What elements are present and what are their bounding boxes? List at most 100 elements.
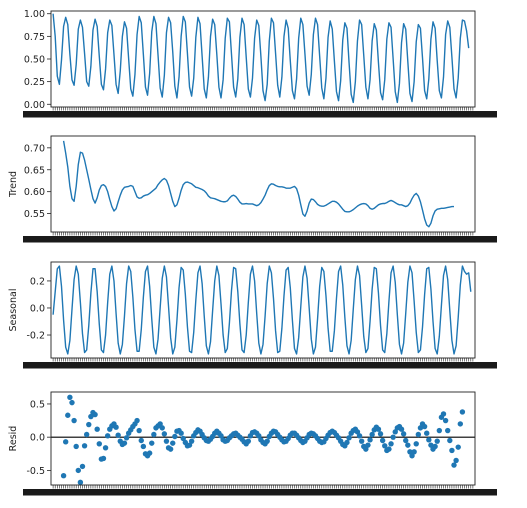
resid-point <box>459 409 466 415</box>
resid-point <box>218 433 224 439</box>
resid-point <box>245 438 252 444</box>
seasonal-xticks <box>52 358 474 362</box>
resid-point <box>390 434 396 440</box>
resid-point <box>121 440 128 446</box>
observed-ytick-label: 0.25 <box>24 77 45 88</box>
resid-point <box>188 438 195 444</box>
resid-point <box>92 411 98 418</box>
resid-point <box>428 442 434 448</box>
resid-point <box>140 443 147 450</box>
resid-point <box>434 438 440 444</box>
resid-point <box>449 447 455 454</box>
resid-point <box>71 417 77 424</box>
resid-point <box>256 433 262 439</box>
trend-axes-frame <box>50 135 476 233</box>
resid-point <box>161 431 168 437</box>
resid-axes-frame <box>50 391 476 486</box>
resid-point <box>445 427 451 434</box>
resid-point <box>367 437 373 443</box>
observed-ytick-label: 0.50 <box>24 55 45 66</box>
resid-point <box>60 473 67 479</box>
resid-point <box>102 445 109 451</box>
resid-point <box>79 463 86 470</box>
resid-point <box>163 438 170 444</box>
resid-point <box>424 430 430 436</box>
resid-point <box>172 433 178 440</box>
resid-point <box>392 429 398 435</box>
resid-point <box>447 437 453 444</box>
resid-point <box>405 442 411 448</box>
observed-panel: 0.00 0.25 0.50 0.75 1.00 <box>23 9 497 118</box>
resid-point <box>83 431 90 438</box>
resid-point <box>363 446 369 452</box>
resid-point <box>151 431 157 438</box>
resid-point <box>457 421 464 427</box>
resid-ytick-label: 0.0 <box>30 433 45 444</box>
resid-point <box>417 425 424 431</box>
resid-point <box>100 455 107 462</box>
resid-point <box>115 432 121 438</box>
resid-point <box>134 417 140 424</box>
resid-point <box>386 446 392 452</box>
trend-ylabel: Trend <box>8 171 19 198</box>
resid-point <box>96 441 102 447</box>
seasonal-axes-frame <box>50 261 476 359</box>
resid-point <box>403 437 409 444</box>
resid-point <box>436 427 443 434</box>
trend-ytick-label: 0.60 <box>24 187 45 198</box>
resid-point <box>178 430 184 436</box>
resid-point <box>453 457 459 464</box>
resid-point <box>75 467 81 474</box>
resid-point <box>413 441 419 447</box>
resid-point <box>73 443 79 450</box>
resid-point <box>88 413 94 420</box>
resid-point <box>62 439 69 445</box>
resid-point <box>375 426 382 432</box>
resid-point <box>432 443 438 450</box>
resid-panel: -0.5 0.0 0.5 Resid <box>8 391 497 496</box>
trend-series-line <box>62 140 455 228</box>
resid-ytick-label: 0.5 <box>30 399 45 410</box>
seasonal-ytick-label: 0.2 <box>30 276 45 287</box>
resid-point <box>159 425 165 431</box>
resid-point <box>426 437 432 443</box>
observed-ytick-label: 0.00 <box>24 100 45 111</box>
resid-point <box>123 435 130 441</box>
resid-point <box>167 446 174 452</box>
trend-ytick-label: 0.55 <box>24 209 45 220</box>
resid-point <box>398 426 405 432</box>
resid-point <box>138 437 144 444</box>
seasonal-series-line <box>52 265 472 355</box>
trend-panel: 0.55 0.60 0.65 0.70 Trend <box>8 135 497 243</box>
observed-xtick-labels <box>23 111 497 118</box>
resid-point <box>149 440 155 446</box>
resid-ytick-label: -0.5 <box>26 466 45 477</box>
resid-point <box>186 442 193 448</box>
observed-xticks <box>52 107 474 111</box>
resid-point <box>377 431 384 437</box>
resid-point <box>65 412 71 418</box>
resid-point <box>382 443 388 449</box>
resid-ylabel: Resid <box>8 426 19 452</box>
resid-point <box>455 444 461 450</box>
seasonal-ylabel: Seasonal <box>8 289 19 332</box>
trend-xticks <box>52 232 474 236</box>
observed-series-line <box>52 13 470 104</box>
resid-point <box>67 394 73 401</box>
resid-point <box>94 426 100 432</box>
seasonal-xtick-labels <box>23 362 497 369</box>
seasonal-ytick-label: 0.0 <box>30 303 45 314</box>
resid-point <box>388 441 394 447</box>
resid-point <box>400 431 407 437</box>
resid-point <box>442 417 449 424</box>
resid-point <box>264 438 270 444</box>
resid-point <box>411 449 417 455</box>
resid-point <box>354 429 361 435</box>
resid-point <box>170 440 176 446</box>
observed-ytick-label: 0.75 <box>24 32 45 43</box>
resid-point <box>104 433 111 439</box>
resid-point <box>136 427 142 434</box>
resid-point <box>409 453 415 459</box>
resid-point <box>146 450 153 456</box>
